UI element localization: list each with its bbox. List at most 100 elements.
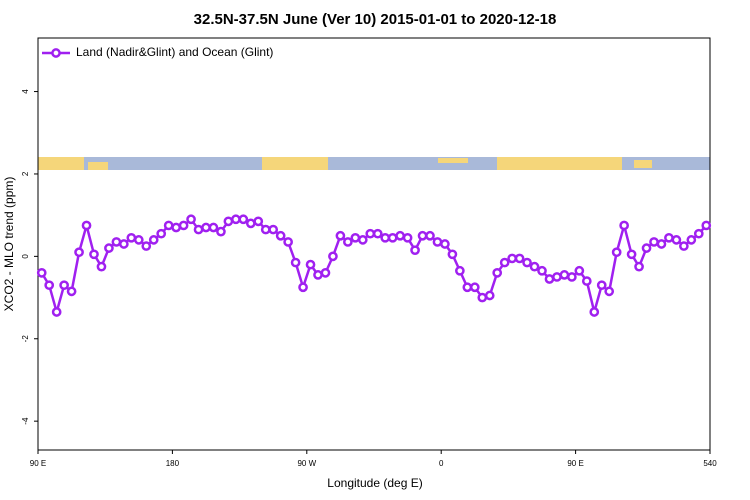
data-point <box>335 230 346 241</box>
data-point <box>507 253 517 264</box>
data-point <box>365 228 376 239</box>
x-tick-label: 90 E <box>30 459 46 468</box>
data-point <box>216 226 226 237</box>
data-point <box>679 241 689 251</box>
legend-marker <box>51 48 61 58</box>
data-point <box>596 280 607 291</box>
data-point <box>686 235 697 245</box>
data-point <box>574 265 585 276</box>
data-point <box>36 267 47 278</box>
data-point <box>462 282 473 293</box>
data-point <box>656 239 667 249</box>
data-point <box>350 232 361 243</box>
data-point <box>619 220 629 231</box>
data-point <box>59 280 69 291</box>
data-point <box>74 247 84 258</box>
data-point <box>357 235 368 245</box>
data-point <box>238 214 249 225</box>
x-tick-label: 90 W <box>297 459 316 468</box>
data-point <box>693 228 704 239</box>
data-point <box>380 232 391 243</box>
data-point <box>156 228 167 239</box>
data-point <box>223 216 234 227</box>
data-point <box>193 224 204 235</box>
data-point <box>402 232 413 243</box>
data-point <box>395 230 405 241</box>
data-point <box>104 243 114 253</box>
data-point <box>268 224 279 235</box>
data-point <box>148 235 159 245</box>
data-point <box>245 218 256 229</box>
data-point <box>171 222 181 233</box>
data-point <box>44 280 55 291</box>
data-point <box>66 286 77 297</box>
data-point <box>313 270 323 280</box>
data-point <box>328 251 338 262</box>
data-point <box>417 230 428 241</box>
legend-label: Land (Nadir&Glint) and Ocean (Glint) <box>76 45 273 59</box>
data-point <box>372 228 383 239</box>
y-tick-label: -4 <box>21 417 30 425</box>
data-point <box>111 237 122 247</box>
data-point <box>589 307 600 317</box>
x-tick-label: 540 <box>703 459 717 468</box>
data-point <box>253 216 264 227</box>
data-point <box>231 214 241 225</box>
data-point <box>126 232 137 243</box>
y-axis-label: XCO2 - MLO trend (ppm) <box>2 177 16 312</box>
chart-title: 32.5N-37.5N June (Ver 10) 2015-01-01 to … <box>194 11 557 28</box>
data-point <box>649 237 659 247</box>
data-point <box>410 245 420 256</box>
data-point <box>133 235 144 245</box>
data-point <box>96 261 107 272</box>
data-point <box>671 235 682 245</box>
y-tick-label: 0 <box>21 254 30 259</box>
data-point <box>51 307 62 317</box>
map-band <box>38 157 710 170</box>
data-point <box>440 239 450 249</box>
data-point <box>529 261 540 272</box>
data-point <box>141 241 152 251</box>
data-point <box>484 290 495 301</box>
x-tick-label: 90 E <box>567 459 583 468</box>
data-point <box>499 257 510 268</box>
data-point <box>432 237 443 247</box>
data-point <box>320 267 331 278</box>
data-point <box>298 282 308 293</box>
data-point <box>275 230 286 241</box>
data-point <box>641 243 652 253</box>
data-point <box>290 257 301 268</box>
data-point <box>626 249 637 260</box>
data-point <box>447 249 458 260</box>
data-point <box>81 220 92 231</box>
data-point <box>89 249 99 260</box>
data-point <box>537 265 547 276</box>
data-point <box>477 292 488 303</box>
data-point <box>701 220 712 231</box>
x-axis-label: Longitude (deg E) <box>327 476 422 490</box>
data-point <box>201 222 211 233</box>
data-point <box>492 267 503 278</box>
data-point <box>581 276 592 286</box>
data-point <box>425 230 435 241</box>
data-point <box>522 257 532 268</box>
data-point <box>163 220 174 231</box>
data-point <box>514 253 525 264</box>
data-point <box>119 239 129 249</box>
data-point <box>611 247 622 258</box>
data-point <box>260 224 271 235</box>
data-point <box>469 282 480 293</box>
data-point <box>387 232 398 243</box>
data-point <box>664 232 674 243</box>
data-point <box>455 265 465 276</box>
y-tick-label: 4 <box>21 89 30 94</box>
data-point <box>604 286 615 297</box>
data-point <box>552 272 562 282</box>
data-point <box>567 272 577 282</box>
data-point <box>208 222 219 233</box>
data-point <box>283 237 293 247</box>
data-point <box>559 270 570 280</box>
plot-frame <box>37 37 711 451</box>
data-point <box>343 237 353 247</box>
